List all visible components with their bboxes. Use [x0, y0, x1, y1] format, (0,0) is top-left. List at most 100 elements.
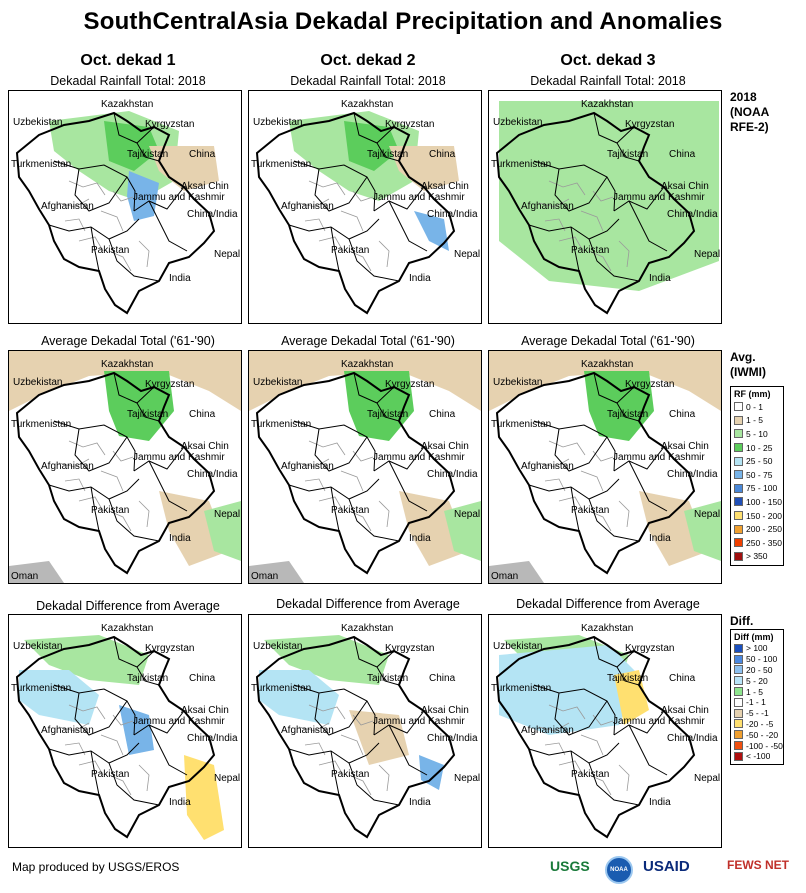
- row-label-average-line1: Avg.: [730, 350, 756, 364]
- map-label-afghanistan: Afghanistan: [521, 201, 574, 212]
- panel-title-difference-2: Dekadal Difference from Average: [276, 597, 460, 611]
- panel-title-difference-3: Dekadal Difference from Average: [516, 597, 700, 611]
- difference-legend-title: Diff (mm): [734, 632, 774, 642]
- district-border: [138, 500, 150, 528]
- district-border: [58, 722, 90, 732]
- map-label-oman: Oman: [251, 571, 279, 582]
- map-label-china-india: China/India: [187, 733, 238, 744]
- rf-legend-label: 150 - 200: [746, 510, 782, 521]
- map-label-kazakhstan: Kazakhstan: [341, 623, 394, 634]
- country-border: [373, 446, 425, 472]
- map-canvas: [489, 351, 721, 583]
- diff-legend-swatch: [734, 719, 743, 729]
- map-label-aksai-chin: Aksai Chin: [181, 705, 229, 716]
- rf-legend-item: 150 - 200: [734, 509, 782, 523]
- map-rainfall-dekad1: Kazakhstan Uzbekistan Kyrgyzstan Tajikistan…: [8, 90, 242, 324]
- country-border: [314, 168, 368, 212]
- precip-area: [9, 561, 64, 583]
- map-label-kyrgyzstan: Kyrgyzstan: [145, 119, 195, 130]
- country-border: [74, 692, 128, 736]
- map-label-uzbekistan: Uzbekistan: [493, 641, 543, 652]
- region-outline: [495, 635, 696, 839]
- map-label-china: China: [429, 409, 456, 420]
- map-rainfall-dekad2: Kazakhstan Uzbekistan Kyrgyzstan Tajikistan…: [248, 90, 482, 324]
- precip-area: [499, 645, 639, 735]
- country-border: [293, 160, 376, 212]
- map-label-china: China: [669, 673, 696, 684]
- district-border: [538, 458, 570, 468]
- district-border: [340, 734, 364, 756]
- precip-area: [259, 670, 339, 725]
- diff-legend-swatch: [734, 643, 743, 653]
- map-label-turkmenistan: Turkmenistan: [251, 683, 312, 694]
- noaa-logo: NOAA: [605, 856, 633, 884]
- rf-legend-item: > 350: [734, 550, 780, 564]
- map-label-pakistan: Pakistan: [331, 769, 370, 780]
- map-label-kyrgyzstan: Kyrgyzstan: [145, 643, 195, 654]
- country-border: [314, 428, 368, 472]
- map-label-china-india: China/India: [667, 733, 718, 744]
- country-border: [348, 238, 400, 282]
- map-label-nepal: Nepal: [214, 249, 241, 260]
- map-label-turkmenistan: Turkmenistan: [491, 159, 552, 170]
- country-border: [133, 186, 185, 212]
- panel-title-difference-1: Dekadal Difference from Average: [36, 599, 220, 613]
- diff-legend-item: 1 - 5: [734, 686, 780, 697]
- country-border: [593, 112, 635, 144]
- diff-legend-swatch: [734, 730, 743, 740]
- rf-legend-label: 75 - 100: [746, 483, 778, 494]
- district-border: [378, 240, 390, 268]
- precip-area: [444, 501, 481, 561]
- precip-area: [24, 635, 149, 685]
- district-border: [68, 704, 106, 720]
- rf-legend-item: 25 - 50: [734, 454, 780, 468]
- rf-legend-swatch: [734, 551, 743, 561]
- precip-area: [264, 635, 389, 685]
- map-label-kazakhstan: Kazakhstan: [101, 359, 154, 370]
- district-border: [100, 210, 124, 232]
- rf-legend-label: 5 - 10: [746, 428, 768, 439]
- map-label-aksai-chin: Aksai Chin: [181, 441, 229, 452]
- precip-area: [104, 121, 159, 171]
- difference-legend: Diff (mm) > 100 50 - 100 20 - 50 5 - 20 1 - …: [730, 629, 784, 765]
- rf-legend-label: 0 - 1: [746, 401, 764, 412]
- country-border: [314, 692, 368, 736]
- map-label-nepal: Nepal: [694, 249, 721, 260]
- district-border: [580, 734, 604, 756]
- map-label-uzbekistan: Uzbekistan: [253, 641, 303, 652]
- rf-legend-swatch: [734, 402, 743, 412]
- map-label-india: India: [649, 273, 671, 284]
- country-border: [113, 372, 155, 404]
- diff-legend-item: -20 - -5: [734, 719, 780, 730]
- country-border: [48, 218, 140, 240]
- rf-legend-swatch: [734, 456, 743, 466]
- precip-area: [204, 501, 241, 561]
- map-label-pakistan: Pakistan: [91, 505, 130, 516]
- region-outline: [255, 371, 456, 575]
- country-border: [570, 750, 580, 796]
- country-border: [136, 142, 160, 162]
- district-border: [378, 764, 390, 792]
- district-border: [138, 240, 150, 268]
- diff-legend-label: -20 - -5: [746, 718, 774, 729]
- panel-title-average-2: Average Dekadal Total ('61-'90): [281, 334, 455, 348]
- map-label-jammu-kashmir: Jammu and Kashmir: [613, 716, 705, 727]
- district-border: [112, 450, 134, 462]
- map-label-china-india: China/India: [187, 469, 238, 480]
- column-header-dekad2: Oct. dekad 2: [320, 52, 416, 69]
- country-border: [108, 238, 160, 282]
- map-label-jammu-kashmir: Jammu and Kashmir: [133, 452, 225, 463]
- country-border: [330, 486, 340, 532]
- rf-legend-swatch: [734, 483, 743, 493]
- diff-legend-item: < -100: [734, 751, 780, 762]
- country-border: [528, 218, 620, 240]
- precip-area: [149, 146, 219, 191]
- map-label-nepal: Nepal: [454, 773, 481, 784]
- rf-legend-swatch: [734, 497, 743, 507]
- map-label-tajikistan: Tajikistan: [127, 149, 169, 160]
- country-border: [533, 684, 616, 736]
- map-label-india: India: [169, 797, 191, 808]
- map-label-turkmenistan: Turkmenistan: [251, 419, 312, 430]
- diff-legend-swatch: [734, 654, 743, 664]
- precip-area: [414, 211, 449, 251]
